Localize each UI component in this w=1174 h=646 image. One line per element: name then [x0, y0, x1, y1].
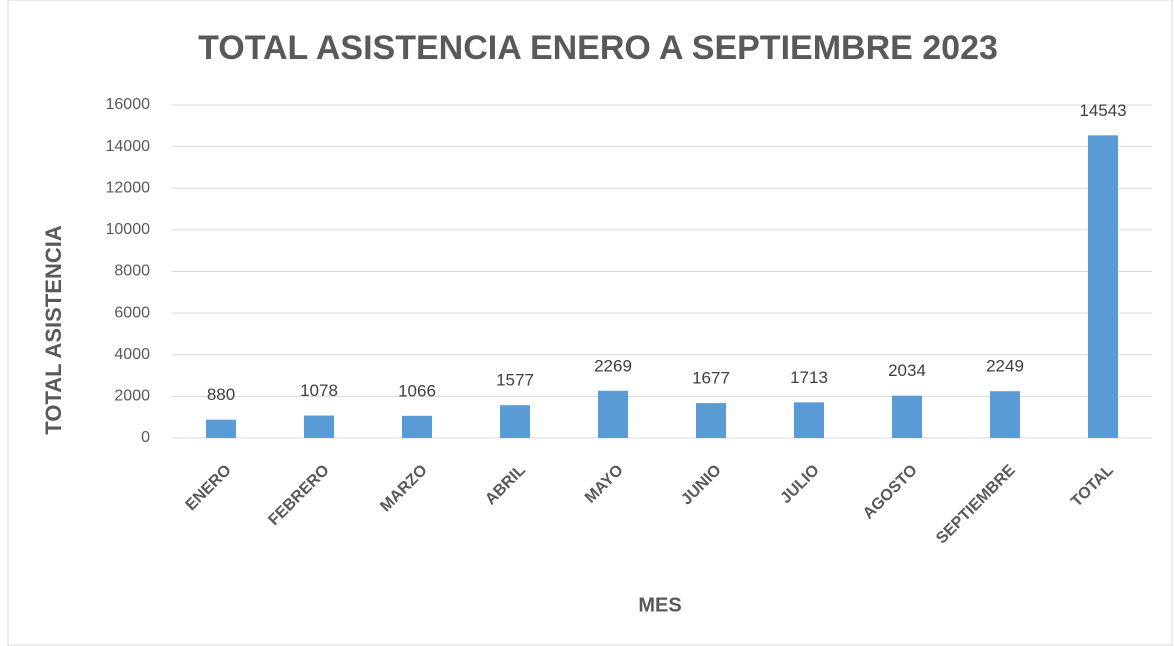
bar: [500, 405, 530, 438]
y-tick-label: 0: [141, 429, 150, 446]
y-tick-label: 2000: [114, 388, 150, 405]
bar: [402, 415, 432, 438]
y-tick-label: 4000: [114, 346, 150, 363]
chart-title: TOTAL ASISTENCIA ENERO A SEPTIEMBRE 2023: [198, 29, 998, 67]
data-label: 1078: [300, 381, 338, 400]
bar: [794, 402, 824, 438]
y-tick-label: 12000: [106, 179, 151, 196]
bar: [304, 415, 334, 438]
y-tick-label: 8000: [114, 263, 150, 280]
data-label: 880: [207, 385, 235, 404]
bar: [206, 419, 236, 438]
data-label: 2034: [888, 361, 926, 380]
data-label: 2249: [986, 357, 1024, 376]
data-label: 1066: [398, 381, 436, 400]
bar: [1088, 135, 1118, 439]
bar: [990, 391, 1020, 438]
data-label: 2269: [594, 356, 632, 375]
data-label: 1677: [692, 369, 730, 388]
y-tick-label: 6000: [114, 304, 150, 321]
y-tick-label: 14000: [106, 138, 151, 155]
bar: [696, 403, 726, 438]
data-label: 1577: [496, 371, 534, 390]
chart-border: [7, 0, 1173, 646]
data-label: 14543: [1079, 101, 1126, 120]
x-axis-title: MES: [638, 594, 681, 616]
bar: [598, 390, 628, 438]
y-tick-label: 10000: [106, 221, 151, 238]
y-axis-title: TOTAL ASISTENCIA: [41, 225, 66, 435]
bar: [892, 395, 922, 438]
data-label: 1713: [790, 368, 828, 387]
y-tick-label: 16000: [106, 96, 151, 113]
